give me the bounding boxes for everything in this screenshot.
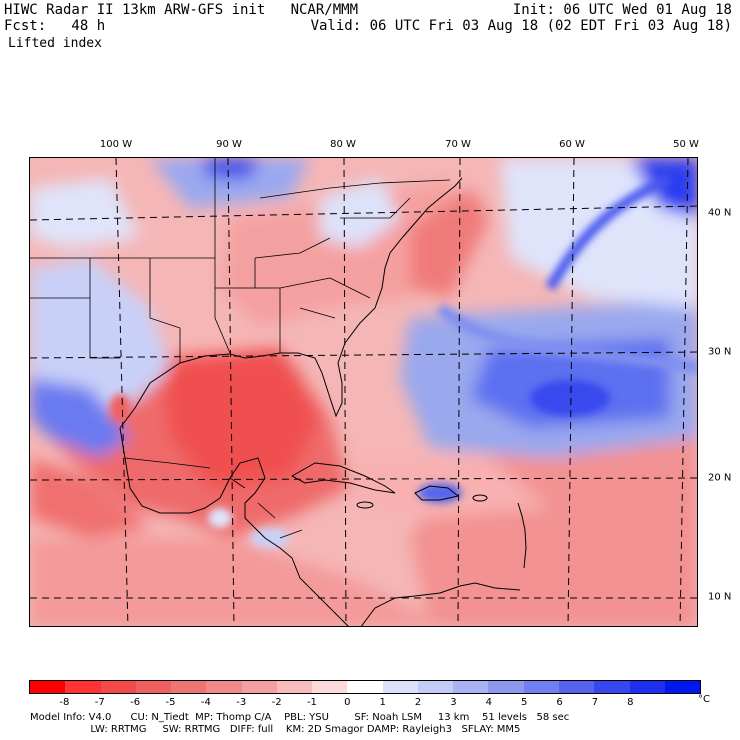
colorbar-tick-label: 8 xyxy=(627,697,634,708)
lat-label-20n: 20 N xyxy=(708,472,732,484)
colorbar-segment xyxy=(100,681,136,693)
lon-label-50w: 50 W xyxy=(673,139,699,150)
lon-label-90w: 90 W xyxy=(216,139,242,150)
colorbar-tick-label: -2 xyxy=(271,697,282,708)
colorbar-segment xyxy=(347,681,383,693)
colorbar-segment xyxy=(382,681,418,693)
colorbar-segment xyxy=(453,681,489,693)
colorbar-segment xyxy=(30,681,66,693)
lat-label-10n: 10 N xyxy=(708,591,732,603)
lon-label-60w: 60 W xyxy=(559,139,585,150)
colorbar-tick-label: 7 xyxy=(591,697,599,708)
lifted-index-map xyxy=(29,157,698,627)
colorbar-tick-label: -4 xyxy=(200,697,211,708)
colorbar-segment xyxy=(65,681,101,693)
latlon-grid xyxy=(30,158,697,626)
colorbar-segment xyxy=(171,681,207,693)
model-title: HIWC Radar II 13km ARW-GFS init NCAR/MMM xyxy=(4,2,359,18)
lat-label-40n: 40 N xyxy=(708,207,732,219)
colorbar-segment xyxy=(523,681,559,693)
colorbar-tick-label: -1 xyxy=(306,697,317,708)
model-info-line-2: LW: RRTMG SW: RRTMG DIFF: full KM: 2D Sm… xyxy=(30,724,521,735)
lat-label-30n: 30 N xyxy=(708,346,732,358)
colorbar-tick-label: 4 xyxy=(485,697,492,708)
lon-label-70w: 70 W xyxy=(445,139,471,150)
colorbar-tick-label: -6 xyxy=(130,697,141,708)
init-time: Init: 06 UTC Wed 01 Aug 18 xyxy=(512,2,732,18)
colorbar-segment xyxy=(206,681,242,693)
colorbar-tick-label: -5 xyxy=(165,697,176,708)
colorbar-tick-label: 2 xyxy=(414,697,422,708)
colorbar-segment xyxy=(594,681,630,693)
colorbar-segment xyxy=(312,681,348,693)
colorbar-segment xyxy=(558,681,595,693)
map-canvas xyxy=(30,158,697,626)
lon-label-80w: 80 W xyxy=(330,139,356,150)
field-shading xyxy=(30,158,697,626)
coastlines xyxy=(30,158,527,626)
colorbar-tick-label: 5 xyxy=(520,697,528,708)
colorbar-segment xyxy=(664,681,701,693)
colorbar-unit: °C xyxy=(698,694,710,705)
colorbar xyxy=(29,680,701,694)
colorbar-tick-label: 6 xyxy=(556,697,563,708)
colorbar-tick-label: 1 xyxy=(379,697,386,708)
model-info-line-1: Model Info: V4.0 CU: N_Tiedt MP: Thomp C… xyxy=(30,712,570,723)
colorbar-segment xyxy=(241,681,277,693)
colorbar-tick-label: 3 xyxy=(450,697,457,708)
colorbar-tick-label: -3 xyxy=(236,697,247,708)
colorbar-segment xyxy=(629,681,665,693)
lon-label-100w: 100 W xyxy=(99,139,133,150)
valid-time: Valid: 06 UTC Fri 03 Aug 18 (02 EDT Fri … xyxy=(310,18,732,34)
colorbar-segment xyxy=(135,681,172,693)
colorbar-tick-label: -7 xyxy=(94,697,105,708)
colorbar-segment xyxy=(417,681,454,693)
colorbar-segment xyxy=(276,681,313,693)
colorbar-tick-label: -8 xyxy=(59,697,70,708)
colorbar-segment xyxy=(488,681,524,693)
field-name: Lifted index xyxy=(8,36,102,51)
forecast-hour: Fcst: 48 h xyxy=(4,18,106,34)
colorbar-tick-label: 0 xyxy=(344,697,351,708)
